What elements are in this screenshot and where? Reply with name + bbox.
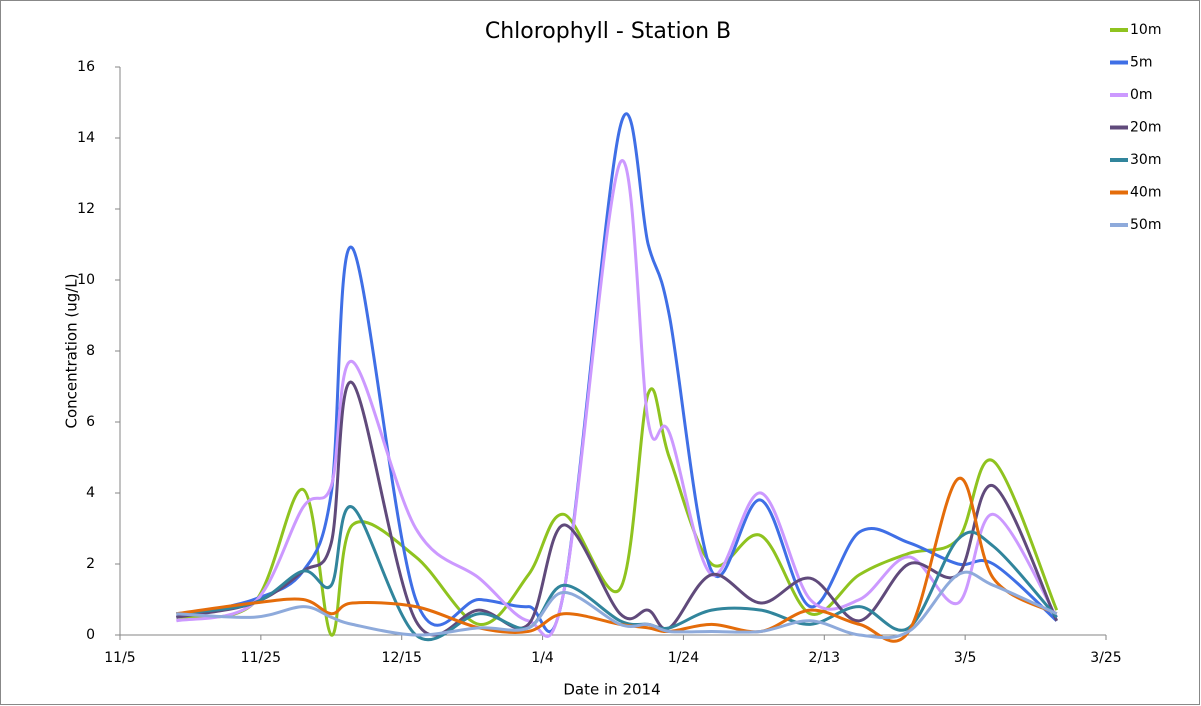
legend-label: 20m xyxy=(1130,120,1161,136)
y-axis-title: Concentration (ug/L) xyxy=(63,273,81,428)
line-series xyxy=(176,476,1058,643)
chart-title: Chlorophyll - Station B xyxy=(485,19,731,44)
y-tick-label: 10 xyxy=(77,272,95,288)
legend-label: 0m xyxy=(1130,87,1153,103)
y-tick-label: 16 xyxy=(77,59,95,75)
y-tick-label: 6 xyxy=(86,414,95,430)
legend-label: 50m xyxy=(1130,217,1161,233)
line-series xyxy=(176,380,1059,637)
line-series xyxy=(176,159,1058,638)
x-tick-label: 1/4 xyxy=(531,650,554,666)
x-tick-label: 3/25 xyxy=(1090,650,1121,666)
y-tick-label: 4 xyxy=(86,485,95,501)
x-tick-label: 2/13 xyxy=(809,650,840,666)
y-tick-label: 0 xyxy=(86,627,95,643)
y-tick-label: 14 xyxy=(77,130,95,146)
x-tick-label: 11/5 xyxy=(104,650,135,666)
x-tick-label: 1/24 xyxy=(668,650,700,666)
x-tick-label: 3/5 xyxy=(954,650,977,666)
y-tick-label: 12 xyxy=(77,201,95,217)
y-tick-label: 8 xyxy=(86,343,95,359)
line-series xyxy=(176,505,1058,642)
line-series xyxy=(176,112,1058,634)
x-axis-title: Date in 2014 xyxy=(563,681,660,699)
y-tick-label: 2 xyxy=(86,556,95,572)
legend-label: 10m xyxy=(1130,22,1161,38)
legend-label: 30m xyxy=(1130,152,1161,168)
legend-label: 5m xyxy=(1130,55,1153,71)
legend-label: 40m xyxy=(1130,185,1161,201)
x-tick-label: 11/25 xyxy=(241,650,281,666)
x-tick-label: 12/15 xyxy=(382,650,422,666)
line-series xyxy=(176,570,1058,640)
line-series xyxy=(176,387,1059,637)
